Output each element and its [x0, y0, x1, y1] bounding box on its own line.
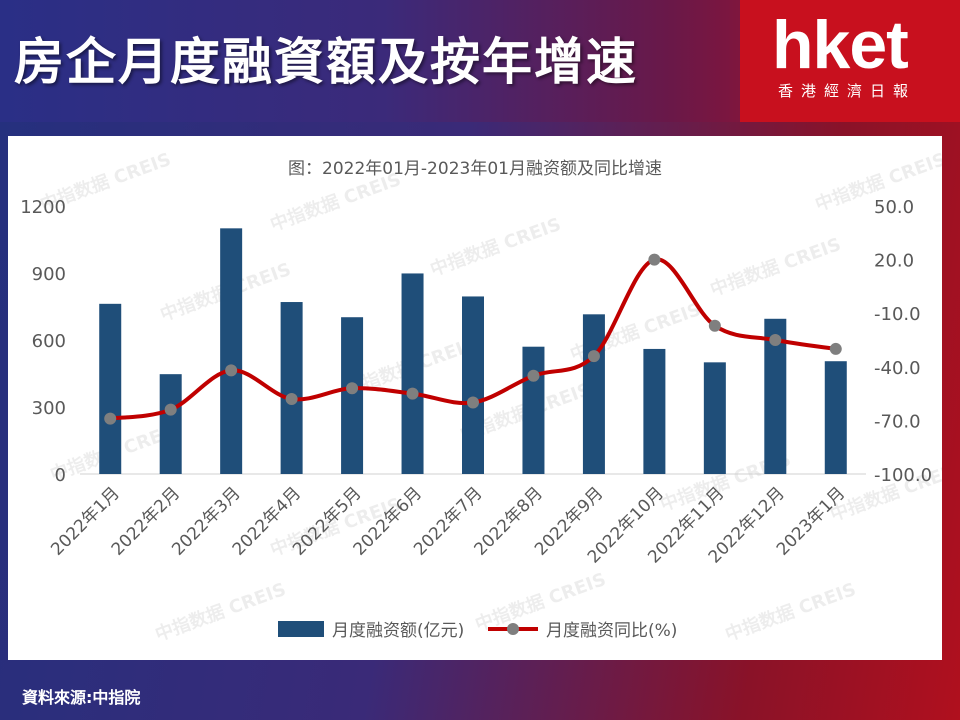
- right-axis-tick-label: -70.0: [874, 411, 921, 432]
- line-point: [164, 403, 177, 416]
- bar: [522, 346, 545, 474]
- line-point: [829, 342, 842, 355]
- legend-line-label: 月度融资同比(%): [546, 621, 677, 641]
- page-title: 房企月度融資額及按年增速: [14, 33, 638, 91]
- chart-svg: 中指数据 CREIS 中指数据 CREIS 中指数据 CREIS 中指数据 CREIS…: [20, 148, 960, 646]
- source-note: 資料來源:中指院: [22, 688, 141, 707]
- legend-line-marker: [507, 623, 519, 635]
- left-axis-tick-label: 600: [32, 331, 66, 352]
- line-point: [104, 412, 117, 425]
- bar: [341, 317, 364, 474]
- hket-logo-subtitle: 香港經濟日報: [778, 82, 917, 100]
- right-axis-tick-label: 20.0: [874, 251, 914, 272]
- line-point: [406, 387, 419, 400]
- left-axis-tick-label: 900: [32, 264, 66, 285]
- line-point: [285, 392, 298, 405]
- legend-bar-label: 月度融资额(亿元): [332, 621, 464, 641]
- bar: [220, 228, 243, 474]
- watermark-text: 中指数据 CREIS: [152, 578, 289, 646]
- left-axis-tick-label: 300: [32, 398, 66, 419]
- watermark-text: 中指数据 CREIS: [722, 578, 859, 646]
- bar: [99, 303, 122, 474]
- line-point: [587, 350, 600, 363]
- hket-logo: hket: [772, 7, 909, 83]
- chart-card: 中指数据 CREIS 中指数据 CREIS 中指数据 CREIS 中指数据 CREIS…: [8, 136, 960, 660]
- line-point: [346, 382, 359, 395]
- bar: [462, 296, 484, 474]
- bar: [703, 362, 726, 474]
- right-axis-tick-label: -100.0: [874, 465, 932, 486]
- bar: [582, 314, 605, 474]
- left-axis-tick-label: 0: [55, 465, 66, 486]
- right-axis-tick-label: -10.0: [874, 304, 921, 325]
- legend-bar-swatch: [278, 621, 324, 637]
- bar: [764, 318, 787, 474]
- chart-title: 图：2022年01月-2023年01月融资额及同比增速: [288, 159, 662, 179]
- bar: [643, 348, 666, 474]
- logo-panel: [740, 0, 960, 122]
- bar: [159, 374, 182, 474]
- line-point: [225, 364, 238, 377]
- line-point: [769, 334, 782, 346]
- line-point: [527, 369, 540, 382]
- watermark-text: 中指数据 CREIS: [707, 233, 844, 301]
- line-point: [648, 253, 661, 266]
- right-axis-tick-label: 50.0: [874, 197, 914, 218]
- line-point: [708, 319, 721, 332]
- bar: [401, 273, 424, 474]
- bar: [280, 302, 303, 474]
- left-axis-tick-label: 1200: [20, 197, 66, 218]
- bar: [824, 361, 847, 474]
- watermark-text: 中指数据 CREIS: [427, 213, 564, 281]
- line-point: [467, 396, 479, 409]
- right-axis-tick-label: -40.0: [874, 358, 921, 379]
